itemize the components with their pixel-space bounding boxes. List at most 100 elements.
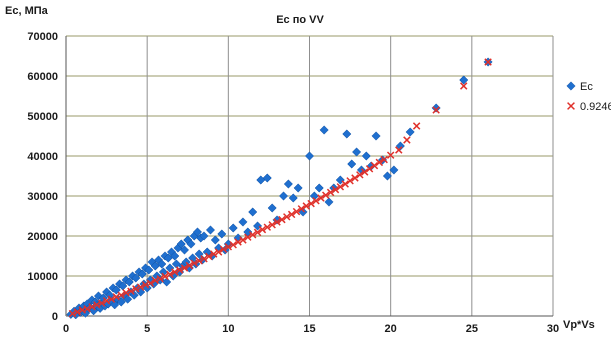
cross-stroke: [229, 241, 237, 249]
data-point: [360, 168, 369, 176]
cross-stroke: [365, 165, 374, 173]
cross-stroke: [190, 259, 198, 267]
chart-title: Ec по VV: [276, 14, 324, 26]
cross-stroke: [331, 185, 340, 194]
data-point: [162, 277, 172, 287]
data-point: [156, 275, 164, 283]
data-point: [293, 183, 303, 193]
data-point: [73, 308, 82, 316]
data-point: [288, 193, 298, 203]
data-point: [382, 171, 392, 181]
legend-label-fit: 0.9246: [580, 101, 611, 113]
cross-stroke: [83, 305, 91, 313]
data-point: [412, 122, 421, 130]
data-point: [228, 223, 238, 233]
cross-stroke: [432, 106, 440, 114]
cross-stroke: [224, 243, 233, 251]
data-point: [214, 248, 223, 256]
data-point: [209, 250, 218, 258]
data-point: [176, 239, 186, 249]
cross-stroke: [297, 205, 306, 213]
data-point: [112, 293, 121, 301]
cross-stroke: [141, 281, 150, 289]
cross-stroke: [341, 180, 349, 188]
data-point: [234, 238, 242, 246]
data-point: [304, 151, 315, 161]
series: [66, 57, 493, 320]
cross-stroke: [161, 272, 169, 281]
data-point: [302, 202, 310, 210]
data-point: [217, 229, 227, 239]
data-point: [365, 165, 374, 173]
data-point: [210, 235, 220, 245]
data-point: [484, 58, 492, 66]
cross-stroke: [127, 287, 135, 295]
data-point: [371, 131, 381, 141]
cross-stroke: [68, 309, 77, 318]
cross-stroke: [156, 275, 164, 283]
data-point: [200, 255, 208, 263]
data-point: [185, 261, 194, 270]
cross-stroke: [112, 293, 121, 301]
y-tick-label: 10000: [27, 271, 58, 283]
data-point: [331, 185, 340, 194]
data-point: [166, 270, 174, 279]
x-tick-label: 0: [63, 323, 69, 335]
cross-stroke: [386, 151, 395, 159]
data-point: [132, 285, 140, 293]
data-point: [312, 197, 320, 205]
data-point: [127, 287, 135, 295]
legend-marker: [567, 102, 575, 110]
cross-stroke: [253, 228, 262, 237]
y-tick-label: 0: [52, 311, 58, 323]
cross-stroke: [412, 122, 421, 130]
cross-stroke: [326, 188, 335, 197]
cross-stroke: [317, 194, 325, 202]
x-tick-label: 5: [144, 323, 150, 335]
data-point: [244, 233, 252, 241]
cross-stroke: [336, 183, 345, 191]
data-point: [297, 205, 306, 213]
data-point: [432, 106, 440, 114]
legend-diamond-icon: [566, 81, 576, 91]
data-point: [352, 147, 362, 157]
data-point: [287, 210, 296, 219]
data-point: [107, 295, 116, 303]
legend-item-ec: Ec: [566, 81, 593, 93]
cross-stroke: [307, 199, 315, 208]
cross-stroke: [132, 285, 140, 293]
data-point: [229, 241, 237, 249]
cross-stroke: [93, 301, 101, 309]
data-point: [356, 171, 364, 179]
data-point: [335, 175, 345, 185]
data-point: [268, 221, 276, 229]
data-point: [180, 264, 189, 272]
cross-stroke: [151, 276, 160, 285]
data-point: [283, 213, 291, 221]
cross-stroke: [263, 223, 272, 231]
cross-stroke: [122, 289, 130, 297]
cross-stroke: [258, 225, 267, 234]
cross-stroke: [200, 255, 208, 263]
y-tick-label: 60000: [27, 71, 58, 83]
data-point: [102, 297, 111, 305]
legend-cross-icon: [567, 102, 575, 110]
cross-stroke: [370, 161, 379, 170]
data-point: [131, 273, 141, 283]
legend: Ec 0.9246: [566, 81, 611, 113]
data-point: [253, 228, 262, 237]
data-point: [110, 300, 120, 310]
data-point: [346, 177, 354, 185]
data-point: [326, 188, 335, 197]
cross-stroke: [136, 283, 145, 291]
cross-stroke: [171, 268, 179, 276]
cross-stroke: [248, 231, 257, 239]
cross-stroke: [380, 155, 388, 164]
data-point: [342, 129, 352, 139]
cross-stroke: [209, 250, 218, 258]
cross-stroke: [375, 158, 384, 167]
cross-stroke: [244, 233, 252, 241]
data-point: [389, 165, 399, 175]
